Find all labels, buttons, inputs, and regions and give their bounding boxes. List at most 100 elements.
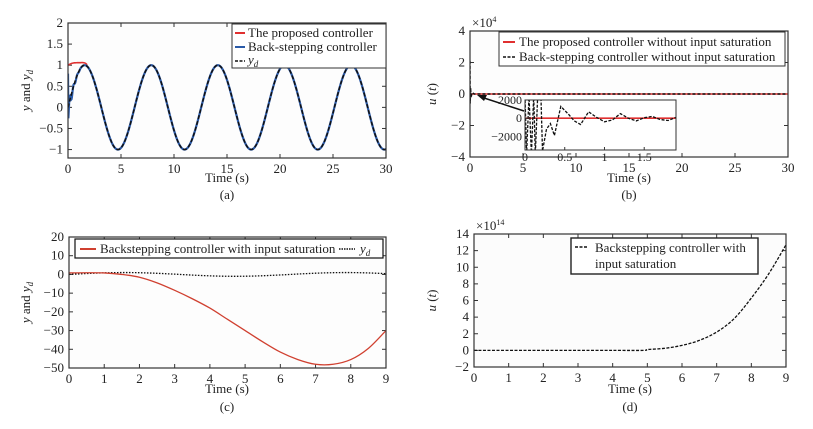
x-tick-label: 20	[676, 160, 689, 175]
x-tick-label: 0	[66, 371, 73, 386]
y-tick-label: 0	[463, 342, 470, 357]
legend-label-line1: Backstepping controller with	[595, 240, 746, 255]
y-axis-label: u (t)	[424, 83, 439, 105]
y-multiplier-exp: 4	[492, 15, 496, 24]
x-tick-label: 2	[540, 370, 547, 385]
y-tick-label: 8	[463, 276, 470, 291]
y-tick-label: 12	[456, 243, 469, 258]
legend-box	[74, 238, 384, 259]
series-backstepping-saturation	[474, 244, 786, 352]
y-tick-label: 2	[57, 15, 64, 30]
series-yd	[68, 64, 386, 151]
x-tick-label: 1	[505, 370, 512, 385]
y-tick-label: 20	[51, 229, 64, 244]
y-axis-label: u (t)	[424, 289, 439, 311]
series-group	[474, 244, 786, 352]
inset-area	[525, 100, 676, 150]
y-tick-label: 0	[459, 86, 466, 101]
legend-box	[570, 237, 759, 275]
inset-y-tick-label: 2000	[498, 93, 522, 107]
y-tick-label: 0	[57, 99, 64, 114]
x-tick-label: 20	[274, 161, 287, 176]
y-tick-label: −50	[44, 360, 64, 375]
panel-caption: (c)	[220, 399, 234, 414]
annotation-arrowhead	[477, 95, 487, 101]
legend-label-proposed: The proposed controller without input sa…	[519, 34, 772, 49]
inset-x-tick-label: 0.5	[557, 150, 572, 164]
x-axis-label: Time (s)	[205, 170, 249, 185]
series-backstepping-saturation	[69, 272, 386, 366]
plot-area	[69, 237, 386, 368]
x-tick-label: 0	[467, 160, 474, 175]
x-tick-label: 7	[312, 371, 319, 386]
series-group	[68, 61, 386, 151]
y-tick-label: 0.5	[47, 78, 63, 93]
legend-label-backstepping: Back-stepping controller	[248, 39, 378, 54]
legend-label-backstepping: Back-stepping controller without input s…	[519, 49, 776, 64]
y-tick-label: 1.5	[47, 36, 63, 51]
x-tick-label: 2	[136, 371, 143, 386]
y-tick-label: −20	[44, 304, 64, 319]
x-tick-label: 10	[570, 160, 583, 175]
x-tick-label: 5	[118, 161, 125, 176]
legend-label-yd: yd	[358, 241, 371, 258]
x-tick-label: 25	[327, 161, 340, 176]
y-tick-label: 1	[57, 57, 64, 72]
inset-x-tick-label: 0	[522, 150, 528, 164]
y-tick-label: −0.5	[39, 120, 63, 135]
x-tick-label: 4	[207, 371, 214, 386]
x-tick-label: 6	[679, 370, 686, 385]
x-axis-label: Time (s)	[608, 381, 652, 396]
inset-x-tick-label: 1.5	[637, 150, 652, 164]
inset-y-tick-label: 0	[516, 111, 522, 125]
y-axis-label: y and yd	[18, 281, 35, 325]
x-tick-label: 0	[471, 370, 478, 385]
y-tick-label: 10	[456, 259, 469, 274]
x-tick-label: 3	[575, 370, 582, 385]
x-tick-label: 30	[380, 161, 393, 176]
legend-box	[231, 23, 387, 69]
x-tick-label: 10	[168, 161, 181, 176]
y-tick-label: 0	[58, 266, 65, 281]
x-tick-label: 8	[748, 370, 755, 385]
y-tick-label: 2	[459, 55, 466, 70]
x-tick-label: 6	[277, 371, 284, 386]
chart-c: 0 1 2 3 4 5 6 7 8 9 −50 −40 −30 −20 −10 0 10 20 Time (s) (c…	[18, 229, 389, 414]
y-tick-label: −2	[455, 359, 469, 374]
x-axis-label: Time (s)	[607, 170, 651, 185]
y-multiplier-exp: 14	[496, 218, 504, 227]
x-tick-label: 8	[348, 371, 355, 386]
axes-frame	[68, 236, 387, 369]
series-group	[69, 271, 386, 366]
series-yd	[69, 271, 386, 277]
legend-label-backstepping: Backstepping controller with input satur…	[100, 241, 336, 256]
legend: The proposed controller without input sa…	[498, 31, 786, 67]
y-tick-label: 4	[459, 23, 466, 38]
y-tick-label: −4	[451, 149, 465, 164]
y-axis-label: y and yd	[18, 69, 35, 113]
inset-frame	[524, 99, 677, 151]
y-tick-label: 6	[463, 293, 470, 308]
inset-series-backstepping	[525, 100, 676, 150]
x-tick-label: 15	[623, 160, 636, 175]
y-multiplier: ×1014	[476, 218, 504, 233]
x-tick-label: 4	[609, 370, 616, 385]
y-multiplier: ×104	[472, 15, 496, 30]
x-tick-label: 5	[644, 370, 651, 385]
x-tick-label: 25	[729, 160, 742, 175]
x-tick-label: 15	[221, 161, 234, 176]
legend-label-line2: input saturation	[595, 256, 677, 271]
chart-a: 0 5 10 15 20 25 30 −1 −0.5 0 0.5 1 1.5 2 Time (s) (a) y …	[18, 15, 393, 202]
axes-frame	[473, 233, 787, 368]
x-tick-label: 9	[383, 371, 390, 386]
x-tick-label: 7	[713, 370, 720, 385]
y-tick-label: −10	[44, 285, 64, 300]
y-tick-label: −2	[451, 118, 465, 133]
y-multiplier-base: ×10	[472, 15, 492, 30]
x-tick-label: 0	[65, 161, 72, 176]
